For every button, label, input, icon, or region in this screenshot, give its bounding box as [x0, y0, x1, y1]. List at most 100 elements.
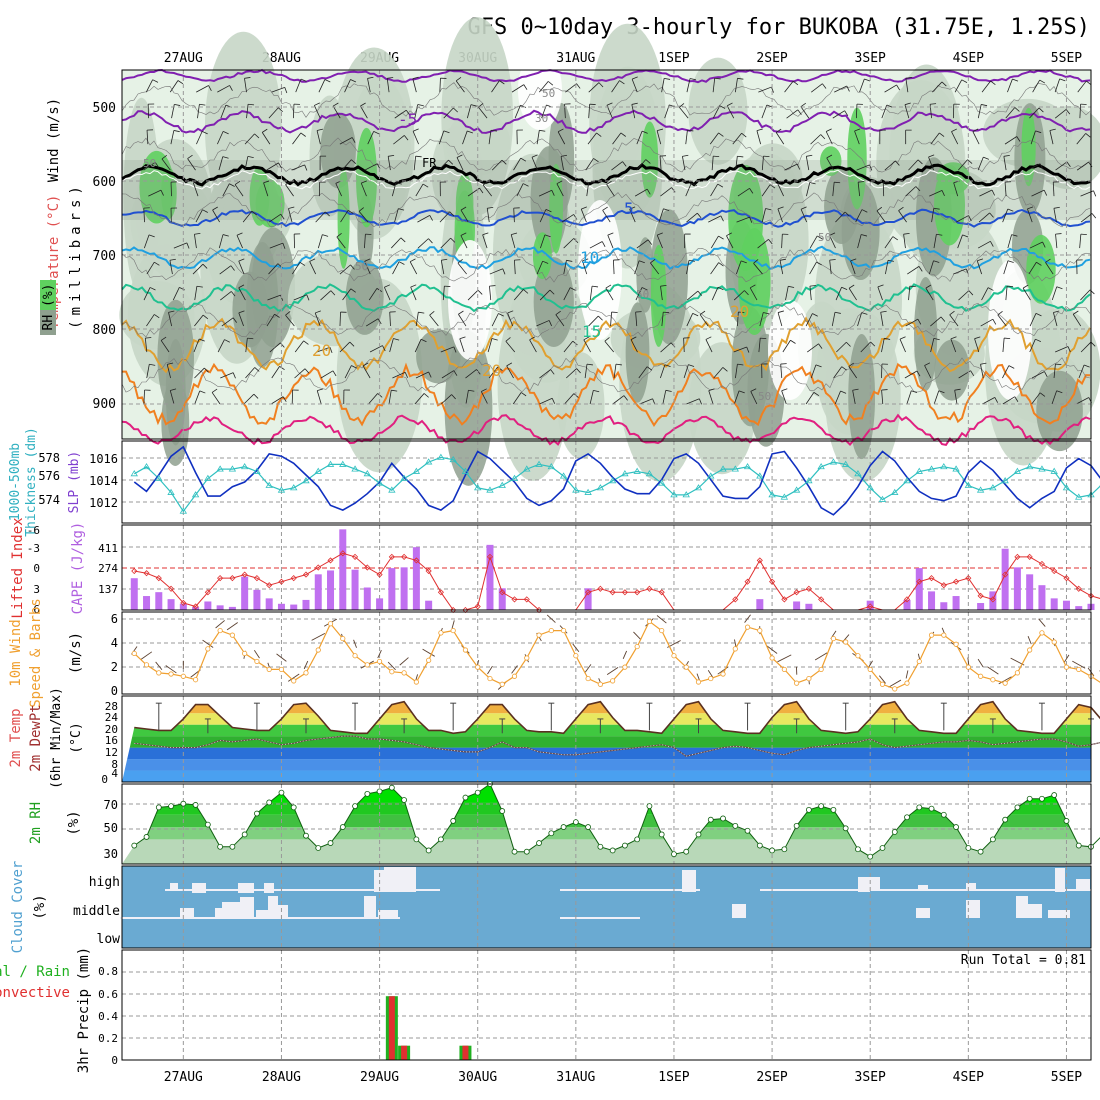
wind-barb-flag	[606, 180, 612, 185]
cloud-block	[918, 885, 928, 891]
wind-barb-flag	[224, 339, 230, 343]
thickness-point	[437, 453, 445, 460]
wind-barb-flag	[332, 370, 337, 377]
wind-speed-point	[229, 632, 235, 638]
cloud-block	[384, 867, 404, 892]
wind-barb	[806, 343, 819, 353]
wind-barb	[358, 211, 369, 223]
wind-barb	[172, 287, 180, 301]
wind-barb-flag	[682, 154, 689, 157]
wind-barb	[981, 287, 989, 301]
wind-barb	[261, 132, 271, 145]
wind-barb	[759, 312, 764, 327]
wind-speed-point	[131, 650, 137, 657]
cape-bar	[277, 603, 285, 610]
wind-barb	[193, 338, 200, 353]
wind-speed-point	[438, 630, 444, 636]
wind-barb-flag	[232, 317, 237, 323]
wind-barb	[288, 208, 293, 223]
wind-barb	[486, 208, 490, 223]
li-point	[940, 582, 947, 589]
wind-barb-flag	[858, 181, 865, 183]
wind-barb	[166, 364, 171, 379]
wind-barb	[899, 339, 906, 353]
wind-barb-flag	[1065, 109, 1071, 115]
wind-barb-flag	[895, 160, 900, 166]
wind-speed-point	[769, 655, 775, 661]
wind-barb-flag	[230, 265, 235, 271]
wind-barb	[295, 79, 302, 93]
wind-speed-point	[916, 658, 922, 665]
wind-speed-point	[156, 670, 162, 676]
wind-barb-flag	[981, 104, 988, 107]
wind-barb	[660, 364, 666, 379]
rh-point	[720, 815, 726, 822]
wind-barb	[957, 234, 963, 249]
wind-barb	[415, 183, 424, 197]
wind-speed-point	[217, 627, 223, 634]
wind-barb	[683, 364, 689, 379]
wind-barb	[1080, 213, 1093, 223]
wind-barb	[833, 366, 843, 379]
slp-line	[133, 445, 1100, 516]
wind-barb-flag	[1042, 241, 1046, 248]
wind-barb-flag	[705, 336, 712, 340]
wind-barb	[513, 157, 522, 171]
wind-barb	[726, 235, 734, 249]
temp-label-2: 2m DewPt	[28, 704, 44, 771]
wind-barb-flag	[477, 289, 483, 295]
wind-barb-flag	[489, 285, 496, 287]
wind-barb	[143, 389, 145, 405]
wind-barb	[829, 260, 832, 275]
wind-barb-flag	[502, 268, 506, 275]
wind-barb-flag	[498, 313, 504, 317]
wind-barb-flag	[607, 232, 614, 236]
wind-barb	[631, 104, 636, 119]
surface-wind-barb	[226, 622, 238, 631]
li-tick: 6	[33, 603, 40, 616]
wind-barb-flag	[161, 154, 167, 160]
wind-barb-flag	[254, 133, 260, 139]
wind-barb	[441, 394, 452, 405]
wind-barb	[635, 312, 638, 327]
wind-barb	[1076, 161, 1089, 171]
isotherm-30	[121, 413, 1091, 447]
rh-point	[290, 804, 297, 811]
wind-barb	[611, 80, 620, 93]
rh-field-dark	[1036, 370, 1083, 452]
wind-barb-flag	[285, 180, 291, 185]
cloud-block	[866, 877, 880, 890]
wind-barb-flag	[511, 232, 518, 235]
thickness-point	[670, 491, 678, 498]
wind-barb-flag	[596, 132, 602, 137]
wind-barb-flag	[646, 366, 653, 371]
wind-speed-point	[585, 675, 591, 682]
precip-panel: 0.8 0.6 0.4 0.2 0 Run Total = 0.81 Total…	[0, 947, 1092, 1073]
wind-barb	[588, 82, 600, 93]
rh-field-dark	[914, 277, 938, 391]
wind-barb	[711, 287, 719, 301]
wind-barb	[392, 261, 400, 275]
li-tick: -6	[27, 524, 40, 537]
wind-barb	[852, 390, 856, 405]
wind-barb-flag	[861, 234, 868, 237]
wind-barb	[779, 260, 784, 275]
cape-bar	[498, 588, 506, 610]
wind-barb	[1029, 241, 1043, 249]
thickness-point	[645, 470, 654, 477]
wind-barb-flag	[928, 154, 935, 158]
date-label-bottom: 5SEP	[1051, 1070, 1082, 1085]
wind-barb-flag	[972, 128, 979, 132]
wind-barb	[266, 162, 279, 171]
wind-barb	[1072, 314, 1082, 327]
date-label-top: 31AUG	[556, 51, 595, 66]
temp-line	[134, 700, 1100, 735]
rh-point	[916, 804, 923, 811]
wind-barb	[460, 209, 469, 223]
cloud-block	[378, 910, 398, 918]
wind-barb	[332, 105, 341, 119]
wind-barb-flag	[983, 156, 990, 160]
wind-barb	[589, 241, 603, 249]
wind-barb-flag	[602, 206, 608, 211]
wind-barb-flag	[1035, 338, 1041, 342]
